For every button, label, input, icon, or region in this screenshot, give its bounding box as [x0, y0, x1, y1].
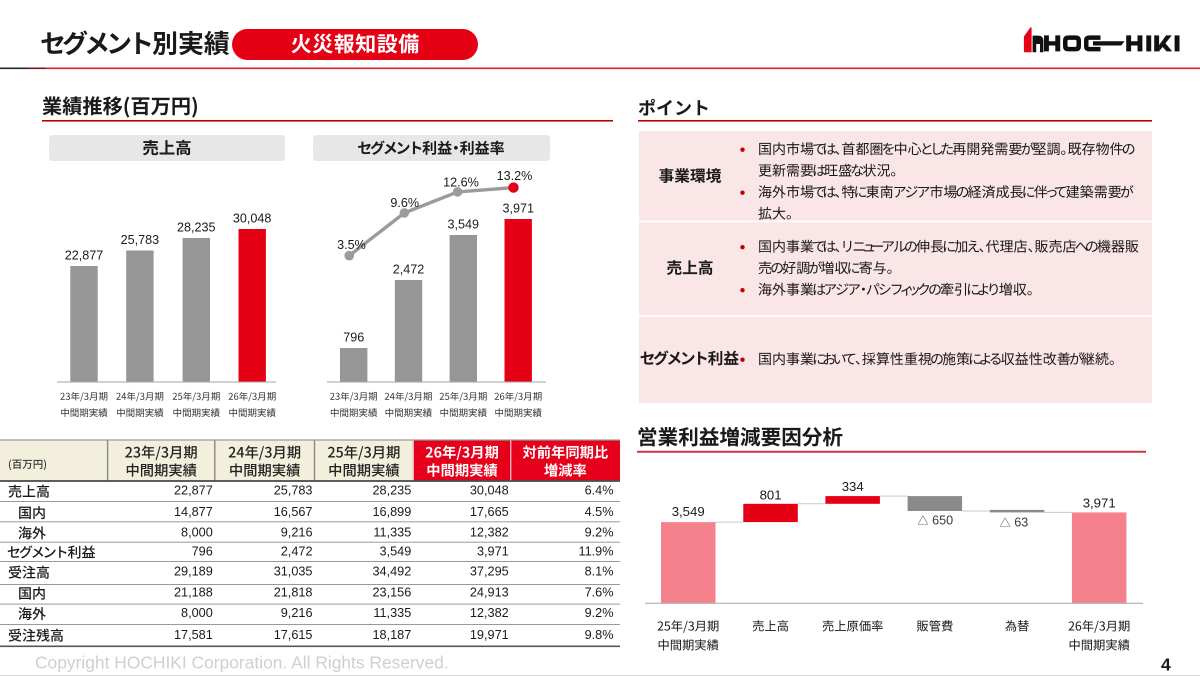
- svg-text:3.5%: 3.5%: [337, 238, 366, 252]
- svg-text:9.6%: 9.6%: [390, 196, 419, 210]
- svg-text:21,818: 21,818: [274, 586, 313, 600]
- svg-text:6.4%: 6.4%: [585, 484, 614, 498]
- svg-text:18,187: 18,187: [372, 628, 411, 642]
- svg-text:12,382: 12,382: [470, 606, 509, 620]
- svg-text:8.1%: 8.1%: [585, 565, 614, 579]
- svg-text:796: 796: [343, 331, 364, 345]
- svg-text:28,235: 28,235: [372, 484, 411, 498]
- svg-text:801: 801: [760, 488, 782, 503]
- svg-text:3,549: 3,549: [448, 218, 480, 232]
- svg-text:8,000: 8,000: [181, 606, 213, 620]
- svg-text:9.2%: 9.2%: [585, 606, 614, 620]
- svg-text:4: 4: [1161, 655, 1171, 675]
- svg-text:334: 334: [842, 479, 864, 494]
- svg-text:22,877: 22,877: [65, 249, 104, 263]
- svg-text:25,783: 25,783: [274, 484, 313, 498]
- svg-text:63: 63: [1014, 516, 1028, 530]
- svg-text:16,567: 16,567: [274, 505, 313, 519]
- svg-text:3,971: 3,971: [477, 545, 509, 559]
- svg-text:13.2%: 13.2%: [497, 169, 533, 183]
- svg-text:3,549: 3,549: [380, 545, 412, 559]
- svg-text:796: 796: [192, 545, 213, 559]
- svg-text:14,877: 14,877: [174, 505, 213, 519]
- svg-text:9.8%: 9.8%: [585, 628, 614, 642]
- svg-text:3,971: 3,971: [1083, 496, 1116, 511]
- svg-text:34,492: 34,492: [372, 565, 411, 579]
- svg-text:2,472: 2,472: [281, 545, 313, 559]
- svg-text:29,189: 29,189: [174, 565, 213, 579]
- svg-text:22,877: 22,877: [174, 484, 213, 498]
- svg-text:9.2%: 9.2%: [585, 525, 614, 539]
- svg-text:17,615: 17,615: [274, 628, 313, 642]
- svg-text:30,048: 30,048: [470, 484, 509, 498]
- svg-text:Copyright HOCHIKI Corporation.: Copyright HOCHIKI Corporation. All Right…: [35, 653, 449, 673]
- svg-text:7.6%: 7.6%: [585, 586, 614, 600]
- svg-text:12.6%: 12.6%: [443, 176, 479, 190]
- svg-text:650: 650: [932, 514, 953, 528]
- svg-text:23,156: 23,156: [372, 586, 411, 600]
- svg-text:8,000: 8,000: [181, 525, 213, 539]
- svg-text:2,472: 2,472: [393, 263, 425, 277]
- svg-text:11,335: 11,335: [373, 606, 411, 620]
- svg-text:37,295: 37,295: [470, 565, 509, 579]
- svg-text:3,549: 3,549: [672, 504, 705, 519]
- svg-text:21,188: 21,188: [174, 586, 213, 600]
- svg-text:30,048: 30,048: [233, 212, 272, 226]
- svg-text:3,971: 3,971: [502, 202, 534, 216]
- svg-text:24,913: 24,913: [470, 586, 509, 600]
- svg-text:11.9%: 11.9%: [578, 545, 613, 559]
- svg-text:12,382: 12,382: [470, 525, 509, 539]
- svg-text:28,235: 28,235: [177, 221, 216, 235]
- svg-text:19,971: 19,971: [470, 628, 509, 642]
- svg-text:9,216: 9,216: [281, 525, 313, 539]
- svg-text:17,581: 17,581: [174, 628, 213, 642]
- svg-text:31,035: 31,035: [274, 565, 313, 579]
- svg-text:16,899: 16,899: [372, 505, 411, 519]
- svg-text:25,783: 25,783: [121, 233, 160, 247]
- svg-text:11,335: 11,335: [373, 525, 411, 539]
- svg-text:9,216: 9,216: [281, 606, 313, 620]
- svg-text:17,665: 17,665: [470, 505, 509, 519]
- svg-text:4.5%: 4.5%: [585, 505, 614, 519]
